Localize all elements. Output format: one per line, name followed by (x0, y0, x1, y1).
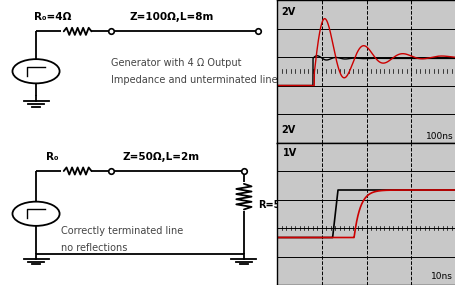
Text: 1V: 1V (282, 148, 296, 158)
Text: Z=50Ω,L=2m: Z=50Ω,L=2m (122, 152, 199, 162)
Text: no reflections: no reflections (61, 243, 127, 253)
Text: 100ns: 100ns (425, 132, 453, 141)
Text: Correctly terminated line: Correctly terminated line (61, 226, 183, 236)
Text: Z=100Ω,L=8m: Z=100Ω,L=8m (129, 12, 213, 22)
Text: 2V: 2V (280, 125, 294, 135)
Text: R₀=4Ω: R₀=4Ω (34, 12, 71, 22)
Text: R=50Ω: R=50Ω (257, 200, 294, 210)
Text: 10ns: 10ns (430, 272, 451, 281)
Text: Impedance and unterminated line: Impedance and unterminated line (111, 75, 277, 85)
Circle shape (12, 59, 60, 83)
Text: 2V: 2V (280, 7, 294, 17)
Circle shape (12, 202, 60, 226)
Text: R₀: R₀ (46, 152, 59, 162)
Text: Generator with 4 Ω Output: Generator with 4 Ω Output (111, 58, 241, 68)
